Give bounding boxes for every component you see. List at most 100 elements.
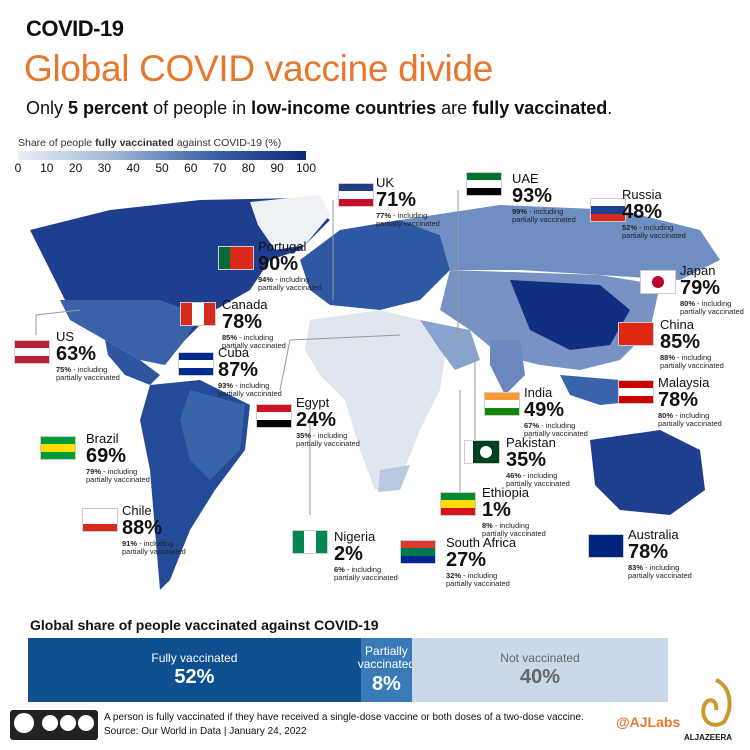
flag-border — [256, 404, 292, 428]
partially-vaccinated: 35% — [296, 431, 312, 440]
flag — [618, 322, 654, 346]
flag — [484, 392, 520, 416]
fully-vaccinated: 35% — [506, 449, 547, 471]
country-label: China 85% 88% - including partially vaccin… — [660, 318, 732, 371]
flag — [588, 534, 624, 558]
flag-stripe — [466, 188, 502, 196]
flag-stripe — [14, 340, 50, 348]
text: fully vaccinated — [95, 137, 174, 149]
note-text: - including partially vaccinated — [628, 563, 692, 581]
partially-vaccinated: 79% — [86, 467, 102, 476]
country-label: Nigeria 2% 6% - including partially vaccin… — [334, 530, 406, 583]
country-label: UK 71% 77% - including partially vaccinate… — [376, 176, 448, 229]
flag — [466, 172, 502, 196]
share-segment: Not vaccinated 40% — [411, 638, 668, 702]
flag-stripe — [14, 356, 50, 364]
country-name: Ethiopia — [482, 485, 529, 500]
country-name: Portugal — [258, 239, 307, 254]
flag — [292, 530, 328, 554]
flag-border — [440, 492, 476, 516]
note-text: - including partially vaccinated — [376, 211, 440, 229]
flag-stripe — [400, 540, 436, 548]
country-label: UAE 93% 99% - including partially vaccinat… — [512, 172, 584, 225]
flag-border — [464, 440, 500, 464]
brand-logo — [701, 678, 732, 727]
flag — [82, 508, 118, 532]
badge-icon — [42, 715, 58, 731]
note-text: - including partially vaccinated — [222, 333, 286, 351]
flag-border — [14, 340, 50, 364]
note: 85% - including partially vaccinated — [222, 333, 294, 351]
note: 99% - including partially vaccinated — [512, 207, 584, 225]
note: 35% - including partially vaccinated — [296, 431, 368, 449]
note: 88% - including partially vaccinated — [660, 353, 732, 371]
flag-stripe — [40, 444, 76, 452]
note-text: - including partially vaccinated — [446, 571, 510, 589]
flag — [400, 540, 436, 564]
share-segment: Fully vaccinated 52% — [28, 638, 361, 702]
text: Only — [26, 98, 69, 118]
note-text: - including partially vaccinated — [334, 565, 398, 583]
flag-stripe — [464, 456, 500, 464]
country-label: Cuba 87% 93% - including partially vaccina… — [218, 346, 290, 399]
flag-stripe — [316, 530, 328, 554]
text: Share of people — [18, 137, 96, 149]
country-name: Nigeria — [334, 529, 376, 544]
kicker: COVID-19 — [26, 16, 124, 41]
note: 94% - including partially vaccinated — [258, 275, 330, 293]
flag-stripe — [338, 191, 374, 199]
segment-name: Partially vaccinated — [357, 644, 416, 671]
flag-stripe — [178, 360, 214, 368]
fully-vaccinated: 48% — [622, 201, 663, 223]
flag-border — [618, 380, 654, 404]
flag-stripe — [82, 516, 118, 524]
brand: ALJAZEERA — [684, 733, 733, 742]
brazil — [180, 390, 245, 480]
country-name: India — [524, 385, 553, 400]
note-text: - including partially vaccinated — [658, 411, 722, 429]
share-segment: Partially vaccinated 8% — [358, 638, 415, 702]
title: Global COVID vaccine divide — [24, 48, 493, 89]
flag-stripe — [82, 508, 118, 516]
note-text: - including partially vaccinated — [680, 299, 744, 317]
note-text: - including partially vaccinated — [524, 421, 588, 439]
note-text: - including partially vaccinated — [506, 471, 570, 489]
legend-tick: 60 — [184, 161, 198, 175]
country-label: Egypt 24% 35% - including partially vaccin… — [296, 396, 368, 449]
flag-stripe — [82, 524, 118, 532]
legend-title: Share of people fully vaccinated against… — [18, 137, 281, 149]
flag-stripe — [178, 352, 214, 360]
flag-border — [40, 436, 76, 460]
legend-tick: 10 — [40, 161, 54, 175]
partially-vaccinated: 75% — [56, 365, 72, 374]
flag — [640, 270, 676, 294]
note: 91% - including partially vaccinated — [122, 539, 194, 557]
fully-vaccinated: 27% — [446, 549, 487, 571]
flag-stripe — [588, 534, 624, 542]
badge-icon — [14, 713, 34, 733]
partially-vaccinated: 99% — [512, 207, 528, 216]
text: of people in — [148, 98, 252, 118]
flag-border — [292, 530, 328, 554]
note-text: - including partially vaccinated — [56, 365, 120, 383]
note-text: - including partially vaccinated — [512, 207, 576, 225]
flag-border — [400, 540, 436, 564]
flag-stripe — [618, 338, 654, 346]
share-bar: Fully vaccinated 52% Partially vaccinated 8… — [28, 638, 668, 702]
note: 75% - including partially vaccinated — [56, 365, 128, 383]
country-label: Brazil 69% 79% - including partially vacci… — [86, 432, 158, 485]
legend-tick: 90 — [270, 161, 284, 175]
flag-stripe — [588, 550, 624, 558]
flag-stripe — [40, 436, 76, 444]
flag — [618, 380, 654, 404]
country-name: Australia — [628, 527, 679, 542]
note: 6% - including partially vaccinated — [334, 565, 406, 583]
partially-vaccinated: 88% — [660, 353, 676, 362]
note: 46% - including partially vaccinated — [506, 471, 578, 489]
country-name: Canada — [222, 297, 268, 312]
flag-stripe — [14, 348, 50, 356]
partially-vaccinated: 85% — [222, 333, 238, 342]
flag — [338, 183, 374, 207]
note-text: - including partially vaccinated — [660, 353, 724, 371]
flag-stripe — [590, 206, 626, 214]
